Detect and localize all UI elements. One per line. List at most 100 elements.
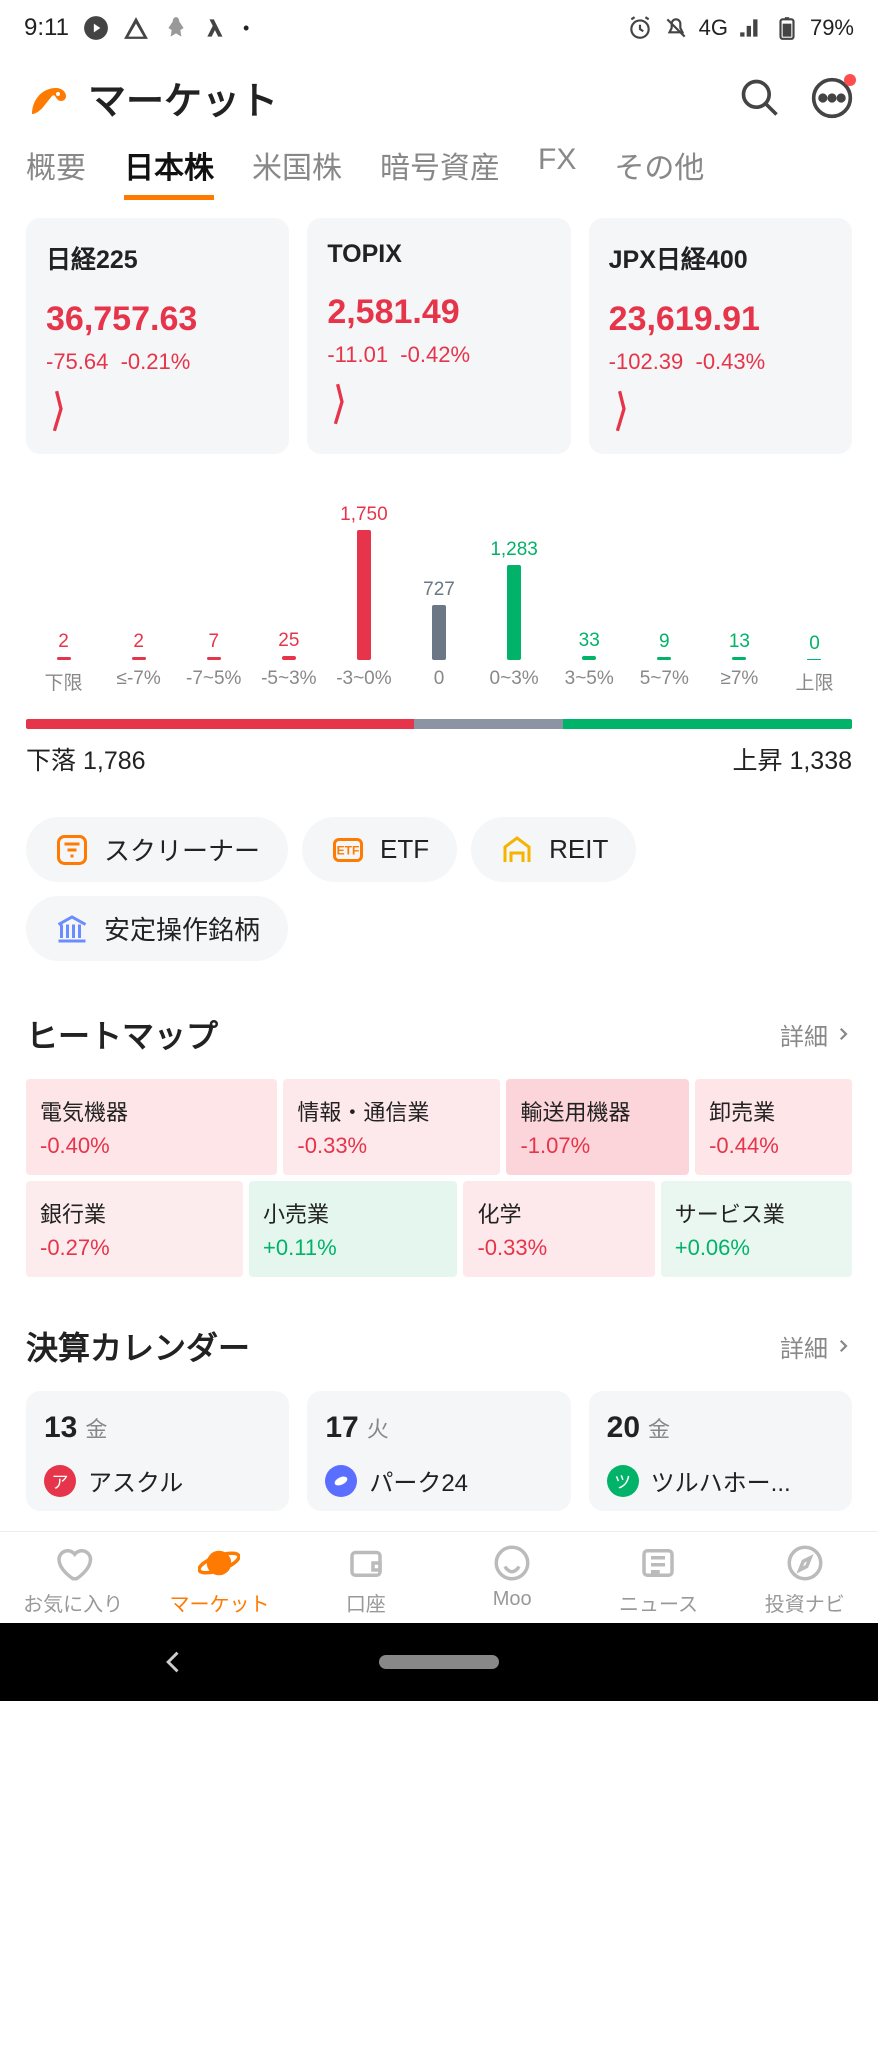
nav-moo[interactable]: Moo [439, 1542, 585, 1617]
chip-label: ETF [380, 834, 429, 865]
dist-bar [657, 657, 671, 660]
up-count: 上昇 1,338 [732, 741, 852, 777]
etf-icon: ETF [330, 832, 366, 868]
cal-item: ア アスクル [44, 1463, 271, 1498]
dist-col-0: 2 [26, 490, 101, 660]
nav-heart[interactable]: お気に入り [0, 1542, 146, 1617]
app-header: マーケット [0, 56, 878, 143]
calendar-card-0[interactable]: 13 金 ア アスクル [26, 1391, 289, 1511]
chip-3[interactable]: 安定操作銘柄 [26, 896, 288, 961]
dist-col-7: 33 [552, 490, 627, 660]
dist-bar [507, 565, 521, 660]
dist-bar [732, 657, 746, 660]
dist-count: 0 [809, 633, 820, 655]
tool-chips: スクリーナーETF ETF REIT 安定操作銘柄 [0, 817, 878, 1011]
index-value: 2,581.49 [327, 293, 550, 332]
tab-2[interactable]: 米国株 [252, 143, 342, 200]
heatmap: 電気機器 -0.40%情報・通信業 -0.33%輸送用機器 -1.07%卸売業 … [0, 1079, 878, 1323]
dist-label: 0 [401, 668, 476, 695]
nav-label: お気に入り [23, 1588, 123, 1617]
nav-compass[interactable]: 投資ナビ [732, 1542, 878, 1617]
lambda-icon [203, 15, 229, 41]
wallet-icon [345, 1542, 387, 1584]
heatmap-cell[interactable]: 卸売業 -0.44% [695, 1079, 852, 1175]
dist-count: 1,750 [340, 504, 388, 526]
home-pill[interactable] [379, 1655, 499, 1669]
nav-news[interactable]: ニュース [585, 1542, 731, 1617]
heatmap-cell[interactable]: 輸送用機器 -1.07% [506, 1079, 689, 1175]
nav-planet[interactable]: マーケット [146, 1542, 292, 1617]
heatmap-cell[interactable]: 情報・通信業 -0.33% [283, 1079, 500, 1175]
dot-icon: • [243, 18, 249, 39]
calendar-card-2[interactable]: 20 金 ツ ツルハホー... [589, 1391, 852, 1511]
cal-badge-icon [325, 1465, 357, 1497]
tab-1[interactable]: 日本株 [124, 143, 214, 200]
cal-weekday: 火 [367, 1412, 389, 1444]
dist-label: 0~3% [477, 668, 552, 695]
heatmap-cell[interactable]: 電気機器 -0.40% [26, 1079, 277, 1175]
heatmap-cell[interactable]: 銀行業 -0.27% [26, 1181, 243, 1277]
bottom-nav: お気に入り マーケット 口座 Moo ニュース 投資ナビ [0, 1531, 878, 1623]
distribution-chart: 2 2 7 25 1,750 727 1,283 33 9 13 0 下限≤-7… [0, 480, 878, 695]
calendar-cards: 13 金 ア アスクル 17 火 パーク24 20 金 ツ ツルハホー... [0, 1391, 878, 1531]
dist-count: 13 [729, 631, 750, 653]
heart-icon [52, 1542, 94, 1584]
index-change: -75.64 -0.21% [46, 349, 269, 375]
cal-day: 13 [44, 1411, 77, 1445]
cal-item-name: ツルハホー... [651, 1463, 791, 1498]
bank-icon [54, 911, 90, 947]
cal-date: 20 金 [607, 1411, 834, 1445]
dist-label: -7~5% [176, 668, 251, 695]
dist-col-2: 7 [176, 490, 251, 660]
tab-3[interactable]: 暗号資産 [380, 143, 500, 200]
index-card-1[interactable]: TOPIX 2,581.49 -11.01 -0.42% [307, 218, 570, 454]
distribution-bars: 2 2 7 25 1,750 727 1,283 33 9 13 0 [26, 490, 852, 660]
nav-label: 口座 [346, 1588, 386, 1617]
dist-count: 9 [659, 631, 670, 653]
heatmap-row: 銀行業 -0.27%小売業 +0.11%化学 -0.33%サービス業 +0.06… [26, 1181, 852, 1277]
sparkline-icon [327, 382, 357, 426]
nav-label: 投資ナビ [765, 1588, 845, 1617]
calendar-more-button[interactable]: 詳細 [780, 1329, 852, 1364]
chevron-right-icon [834, 1025, 852, 1043]
search-button[interactable] [738, 76, 782, 120]
dist-label: ≥7% [702, 668, 777, 695]
dist-label: -5~3% [251, 668, 326, 695]
ratio-labels: 下落 1,786 上昇 1,338 [0, 741, 878, 817]
calendar-card-1[interactable]: 17 火 パーク24 [307, 1391, 570, 1511]
planet-icon [198, 1542, 240, 1584]
heatmap-cell[interactable]: サービス業 +0.06% [661, 1181, 852, 1277]
index-change: -11.01 -0.42% [327, 342, 550, 368]
back-button[interactable] [160, 1648, 188, 1676]
heatmap-cell[interactable]: 小売業 +0.11% [249, 1181, 457, 1277]
chip-0[interactable]: スクリーナー [26, 817, 288, 882]
index-card-2[interactable]: JPX日経400 23,619.91 -102.39 -0.43% [589, 218, 852, 454]
tab-4[interactable]: FX [538, 143, 576, 200]
dist-count: 1,283 [490, 539, 538, 561]
nav-wallet[interactable]: 口座 [293, 1542, 439, 1617]
menu-button[interactable] [810, 76, 854, 120]
sparkline-icon [609, 389, 639, 433]
status-left: 9:11 • [24, 14, 249, 42]
heatmap-cell[interactable]: 化学 -0.33% [463, 1181, 654, 1277]
hm-name: 情報・通信業 [297, 1095, 486, 1127]
chip-1[interactable]: ETF ETF [302, 817, 457, 882]
dist-bar [582, 656, 596, 660]
moo-icon [491, 1542, 533, 1584]
heatmap-row: 電気機器 -0.40%情報・通信業 -0.33%輸送用機器 -1.07%卸売業 … [26, 1079, 852, 1175]
app-logo-icon [24, 74, 72, 122]
down-count: 下落 1,786 [26, 741, 146, 777]
dist-label: -3~0% [326, 668, 401, 695]
dist-label: 上限 [777, 668, 852, 695]
index-card-0[interactable]: 日経225 36,757.63 -75.64 -0.21% [26, 218, 289, 454]
dist-label: 5~7% [627, 668, 702, 695]
heatmap-more-button[interactable]: 詳細 [780, 1017, 852, 1052]
heatmap-title: ヒートマップ [26, 1011, 218, 1057]
hm-pct: -0.27% [40, 1235, 229, 1261]
hm-pct: -0.44% [709, 1133, 838, 1159]
tab-5[interactable]: その他 [614, 143, 704, 200]
chip-2[interactable]: REIT [471, 817, 636, 882]
dist-col-5: 727 [401, 490, 476, 660]
hm-pct: +0.11% [263, 1235, 443, 1261]
tab-0[interactable]: 概要 [26, 143, 86, 200]
